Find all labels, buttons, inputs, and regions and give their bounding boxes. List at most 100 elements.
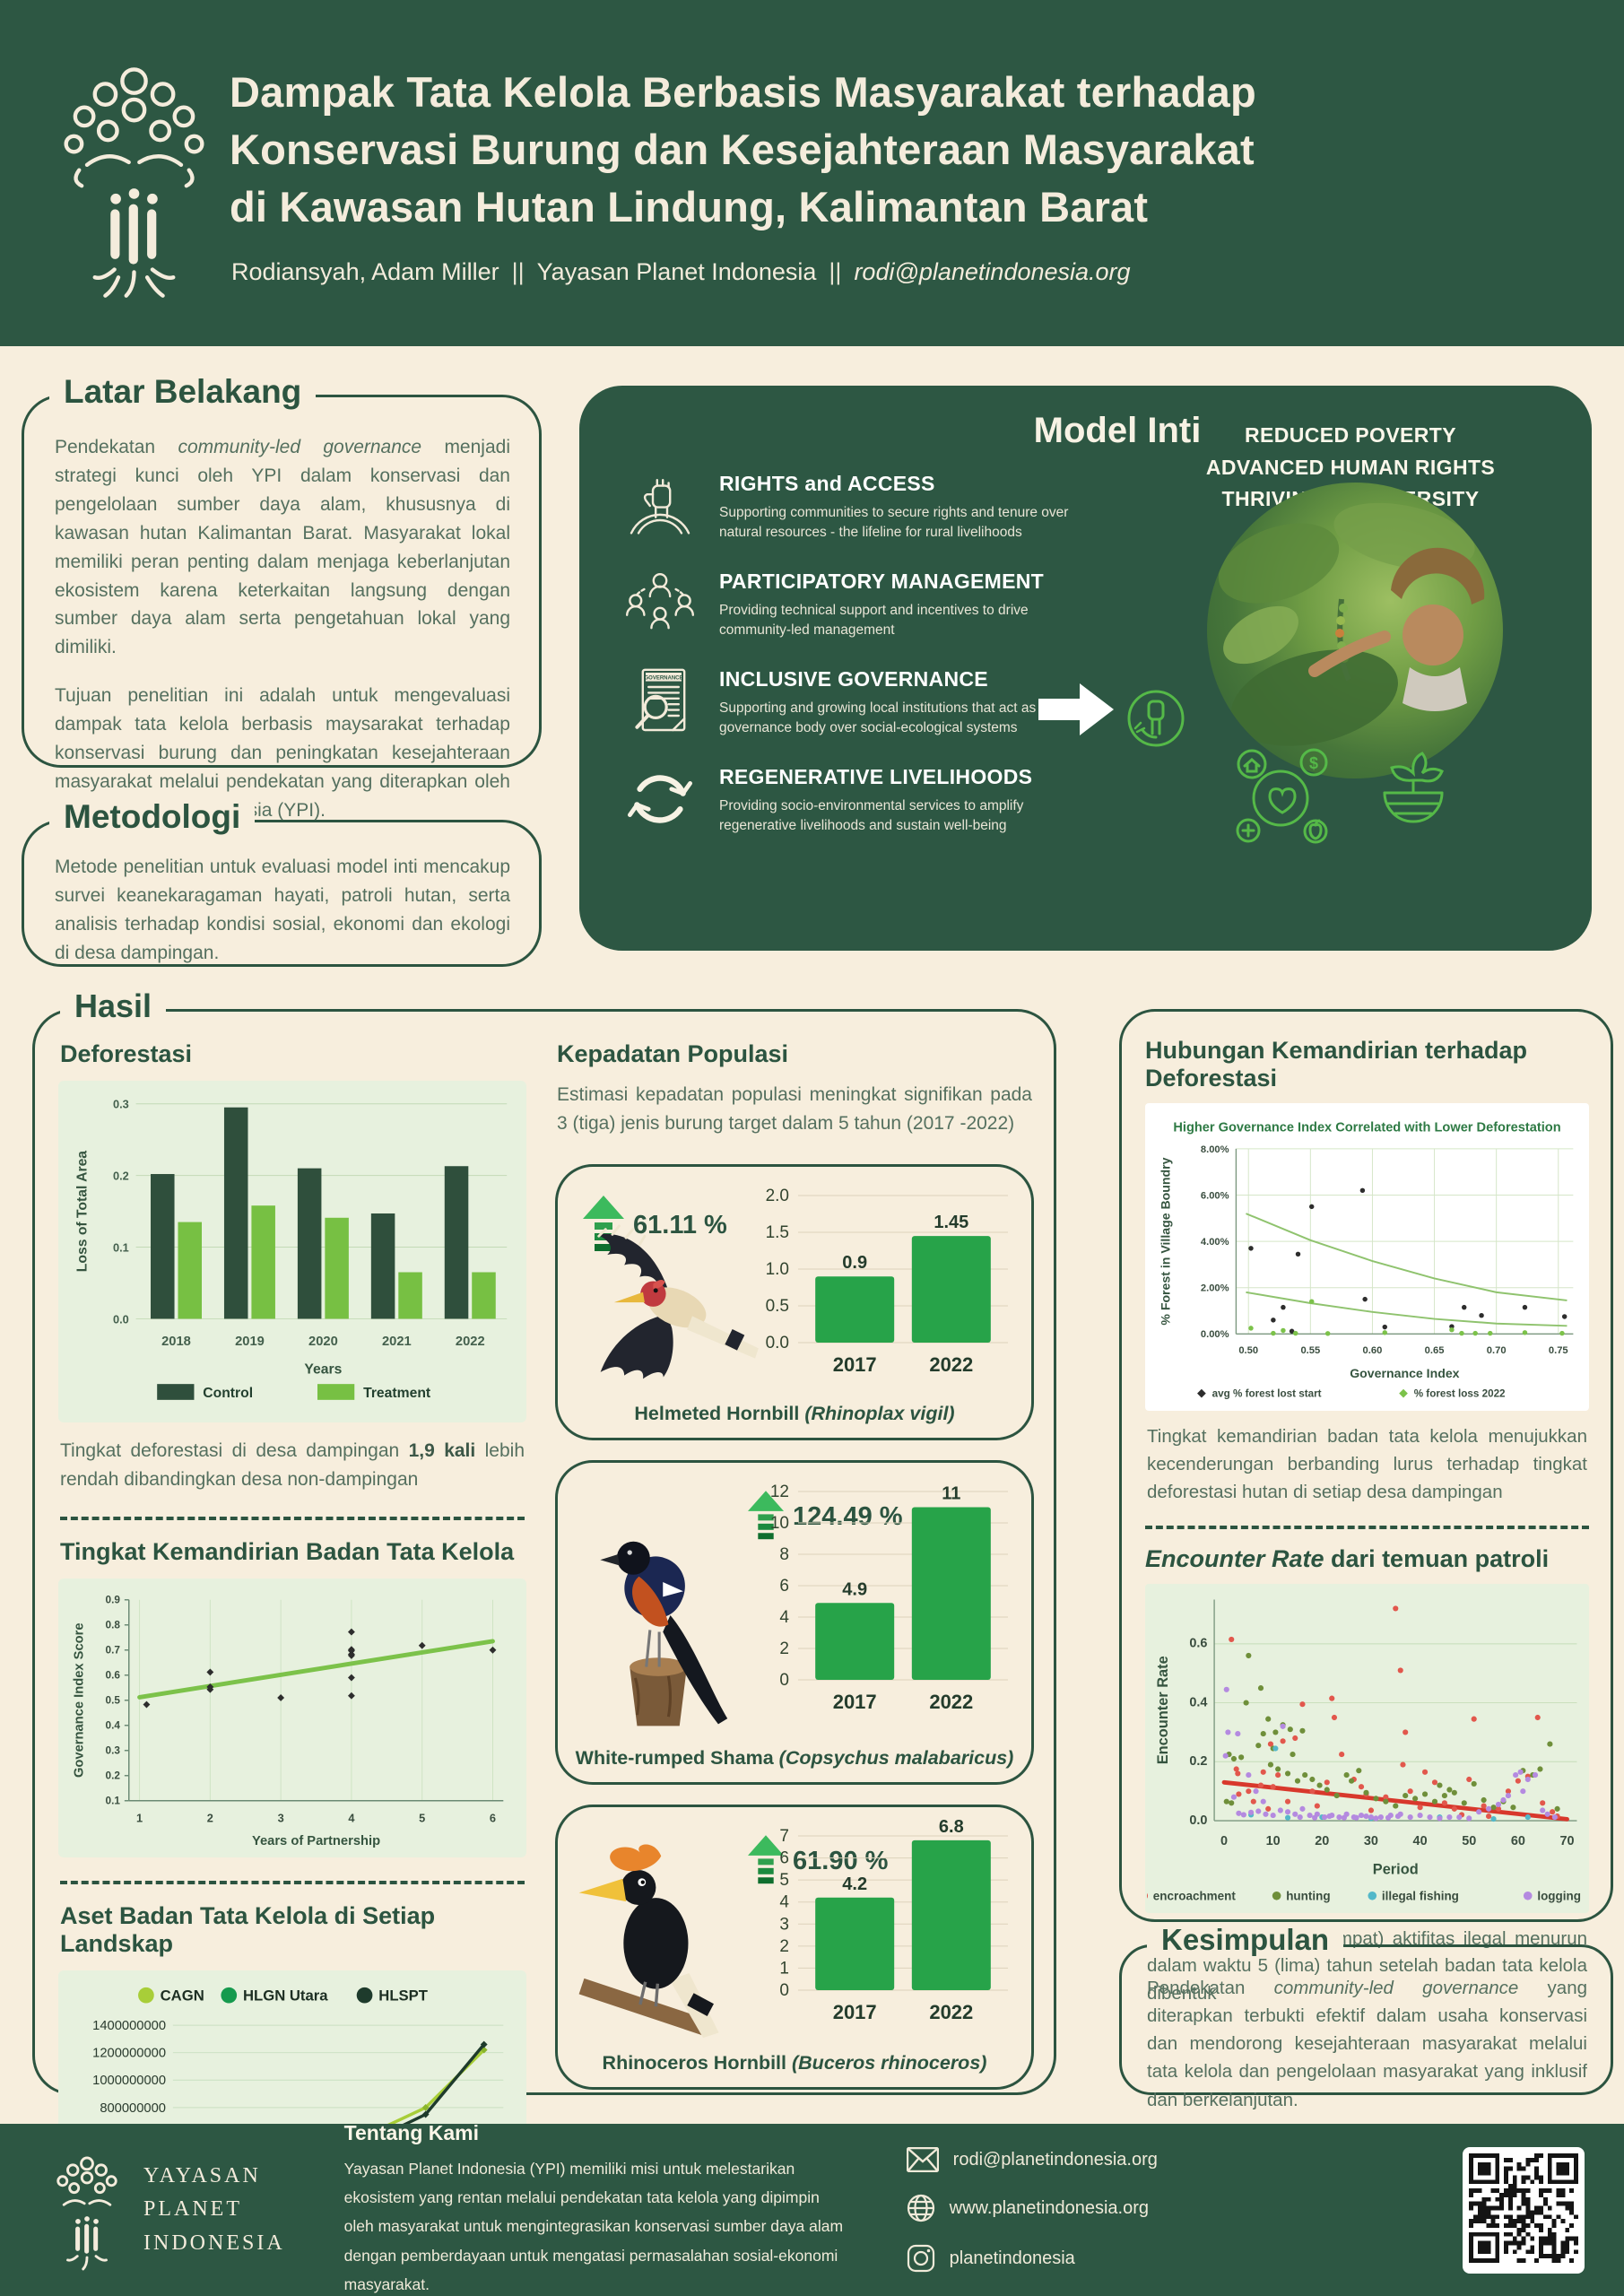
svg-text:3: 3: [779, 1915, 789, 1934]
svg-text:0.70: 0.70: [1487, 1345, 1507, 1356]
svg-text:2021: 2021: [382, 1335, 412, 1349]
svg-text:2017: 2017: [833, 1353, 877, 1376]
svg-text:1200000000: 1200000000: [92, 2047, 166, 2061]
latar-paragraph-1: Pendekatan community-led governance menj…: [55, 437, 510, 658]
contact-email[interactable]: rodi@planetindonesia.org: [906, 2147, 1158, 2172]
model-inti-panel: Model Inti RIGHTS and ACCESS Supporting …: [579, 386, 1592, 951]
kesimpulan-section: Kesimpulan Pendekatan community-led gove…: [1119, 1923, 1613, 2110]
svg-text:10: 10: [1266, 1834, 1281, 1848]
metodologi-body: Metode penelitian untuk evaluasi model i…: [55, 857, 510, 963]
svg-text:2020: 2020: [308, 1335, 338, 1349]
svg-text:2022: 2022: [456, 1335, 485, 1349]
model-item-desc: Providing technical support and incentiv…: [719, 602, 1029, 639]
svg-text:1.0: 1.0: [766, 1260, 789, 1279]
ypi-tree-logo-small: [56, 2156, 117, 2271]
footer-wordmark: YAYASAN PLANET INDONESIA: [143, 2164, 285, 2255]
svg-text:0: 0: [1220, 1834, 1228, 1848]
svg-text:Treatment: Treatment: [363, 1386, 431, 1401]
svg-text:logging: logging: [1537, 1890, 1581, 1903]
svg-text:HLGN Utara: HLGN Utara: [243, 1987, 328, 2005]
model-item-title: REGENERATIVE LIVELIHOODS: [719, 764, 1033, 788]
svg-text:4.00%: 4.00%: [1201, 1237, 1229, 1248]
svg-text:2022: 2022: [929, 1691, 973, 1713]
svg-text:2019: 2019: [235, 1335, 265, 1349]
svg-text:2017: 2017: [833, 2001, 877, 2023]
svg-text:4.9: 4.9: [842, 1579, 867, 1599]
svg-text:0.4: 0.4: [106, 1720, 121, 1732]
metodologi-title: Metodologi: [49, 798, 256, 836]
svg-text:0.75: 0.75: [1549, 1345, 1568, 1356]
hubungan-title: Hubungan Kemandirian terhadap Deforestas…: [1145, 1037, 1528, 1091]
svg-text:0.9: 0.9: [106, 1595, 121, 1606]
encounter-rate-chart: 0 10 20 30 40 50 60 70 0.0 0.2 0.4 0.6 Period Encount…: [1145, 1584, 1589, 1913]
people-circle-icon: [626, 572, 694, 630]
encounter-title: Encounter Rate dari temuan patroli: [1145, 1545, 1550, 1573]
contact-website[interactable]: www.planetindonesia.org: [907, 2194, 1158, 2222]
rights-badge-icon: [1127, 690, 1185, 747]
svg-text:1400000000: 1400000000: [92, 2019, 166, 2033]
svg-text:2022: 2022: [929, 2001, 973, 2023]
fist-icon: [630, 479, 690, 535]
model-item-rights: RIGHTS and ACCESS Supporting communities…: [624, 470, 1126, 544]
svg-text:HLSPT: HLSPT: [378, 1987, 429, 2005]
svg-text:0.2: 0.2: [106, 1770, 121, 1782]
svg-text:Loss of Total Area: Loss of Total Area: [75, 1151, 91, 1273]
globe-icon: [907, 2194, 934, 2222]
bird-card-caption: White-rumped Shama (Copsychus malabaricu…: [575, 1747, 1014, 1769]
svg-text:% forest loss 2022: % forest loss 2022: [1414, 1387, 1506, 1399]
svg-text:7: 7: [779, 1827, 789, 1846]
mail-icon: [906, 2147, 939, 2172]
svg-text:2: 2: [779, 1639, 789, 1658]
svg-text:10: 10: [770, 1514, 789, 1533]
svg-text:0.6: 0.6: [1189, 1637, 1207, 1651]
model-item-regenerative: REGENERATIVE LIVELIHOODS Providing socio…: [624, 763, 1126, 837]
svg-text:0.00%: 0.00%: [1201, 1329, 1229, 1340]
svg-text:2.00%: 2.00%: [1201, 1283, 1229, 1294]
svg-text:6: 6: [779, 1849, 789, 1868]
hubungan-body: Tingkat kemandirian badan tata kelola me…: [1147, 1426, 1587, 1502]
svg-text:0: 0: [779, 1981, 789, 2000]
bird-illustration-helmeted-hornbill: [596, 1224, 759, 1379]
svg-text:2018: 2018: [161, 1335, 191, 1349]
svg-text:4: 4: [348, 1812, 355, 1825]
bird-card-white-rumped-shama: 124.49 % 0 2 4 6 8: [555, 1460, 1034, 1785]
svg-text:4: 4: [779, 1608, 789, 1627]
divider: [1145, 1526, 1589, 1530]
model-item-desc: Providing socio-environmental services t…: [719, 797, 1024, 834]
bird-card-helmeted-hornbill: 61.11 % 0.0 0.5 1.0 1.5 2.0 0.9 2: [555, 1164, 1034, 1440]
deforestation-chart: 0.0 0.1 0.2 0.3 2018 2019 2020 2021 2022 Years Los…: [58, 1081, 526, 1423]
svg-text:0.9: 0.9: [842, 1253, 867, 1273]
svg-text:2: 2: [779, 1937, 789, 1956]
increase-indicator: 61.11 %: [583, 1196, 727, 1255]
svg-text:1.5: 1.5: [766, 1223, 789, 1242]
bird-card-caption: Rhinoceros Hornbill (Buceros rhinoceros): [602, 2052, 987, 2074]
qr-code: [1463, 2146, 1585, 2274]
contact-instagram[interactable]: planetindonesia: [907, 2244, 1158, 2273]
svg-text:0.1: 0.1: [106, 1796, 121, 1807]
svg-text:30: 30: [1364, 1834, 1378, 1848]
svg-text:0.7: 0.7: [106, 1645, 121, 1657]
svg-text:2.0: 2.0: [766, 1187, 789, 1205]
authors-line: Rodiansyah, Adam Miller || Yayasan Planet …: [231, 258, 1131, 285]
svg-text:GOVERNANCE: GOVERNANCE: [644, 675, 682, 681]
right-results-panel: Hubungan Kemandirian terhadap Deforestas…: [1119, 1009, 1613, 2004]
footer-contacts: rodi@planetindonesia.org www.planetindon…: [906, 2147, 1158, 2273]
svg-text:6: 6: [779, 1577, 789, 1596]
svg-text:6: 6: [490, 1812, 496, 1825]
svg-text:0.1: 0.1: [113, 1240, 129, 1254]
deforestasi-caption: Tingkat deforestasi di desa dampingan 1,…: [60, 1440, 525, 1490]
svg-text:800000000: 800000000: [100, 2101, 166, 2116]
svg-text:0.2: 0.2: [1189, 1755, 1207, 1770]
up-arrow-icon: [748, 1835, 784, 1884]
svg-text:2022: 2022: [929, 1353, 973, 1376]
governance-doc-icon: GOVERNANCE: [635, 668, 686, 732]
divider: [60, 1881, 525, 1885]
svg-text:5: 5: [779, 1871, 789, 1890]
svg-text:0: 0: [779, 1671, 789, 1690]
svg-text:Encounter Rate: Encounter Rate: [1155, 1657, 1171, 1765]
ypi-tree-logo: [64, 67, 204, 298]
svg-text:0.2: 0.2: [113, 1170, 129, 1183]
svg-text:0.50: 0.50: [1238, 1345, 1258, 1356]
arrow-right-icon: [1038, 683, 1114, 735]
